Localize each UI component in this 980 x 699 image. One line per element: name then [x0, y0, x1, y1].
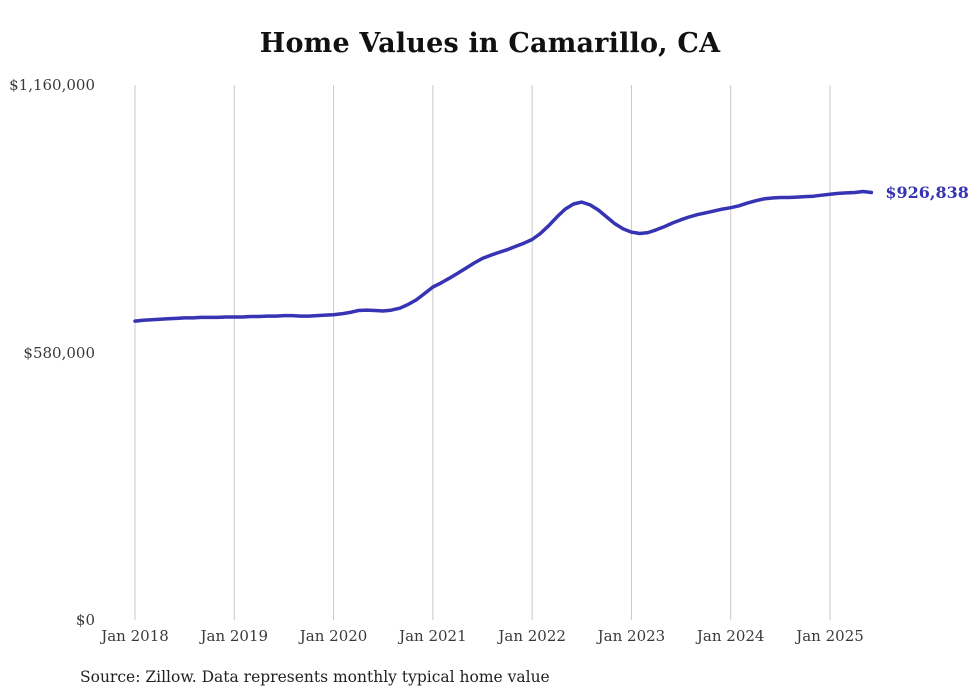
x-tick-jan-2020: Jan 2020 [299, 627, 368, 645]
x-tick-jan-2021: Jan 2021 [399, 627, 467, 645]
chart-title: Home Values in Camarillo, CA [259, 28, 721, 59]
x-tick-jan-2018: Jan 2018 [101, 627, 169, 645]
x-tick-jan-2025: Jan 2025 [796, 627, 864, 645]
x-tick-jan-2019: Jan 2019 [200, 627, 269, 645]
y-tick-0: $0 [75, 611, 95, 629]
x-tick-jan-2024: Jan 2024 [696, 627, 765, 645]
vertical-gridlines [134, 85, 831, 620]
y-tick-580000: $580,000 [23, 343, 95, 362]
y-tick-1160000: $1,160,000 [9, 76, 95, 94]
latest-value-label: $926,838 [885, 182, 969, 202]
x-tick-jan-2023: Jan 2023 [597, 627, 666, 645]
source-note: Source: Zillow. Data represents monthly … [80, 668, 550, 686]
home-value-line-series [133, 189, 874, 323]
x-tick-jan-2022: Jan 2022 [498, 627, 566, 645]
